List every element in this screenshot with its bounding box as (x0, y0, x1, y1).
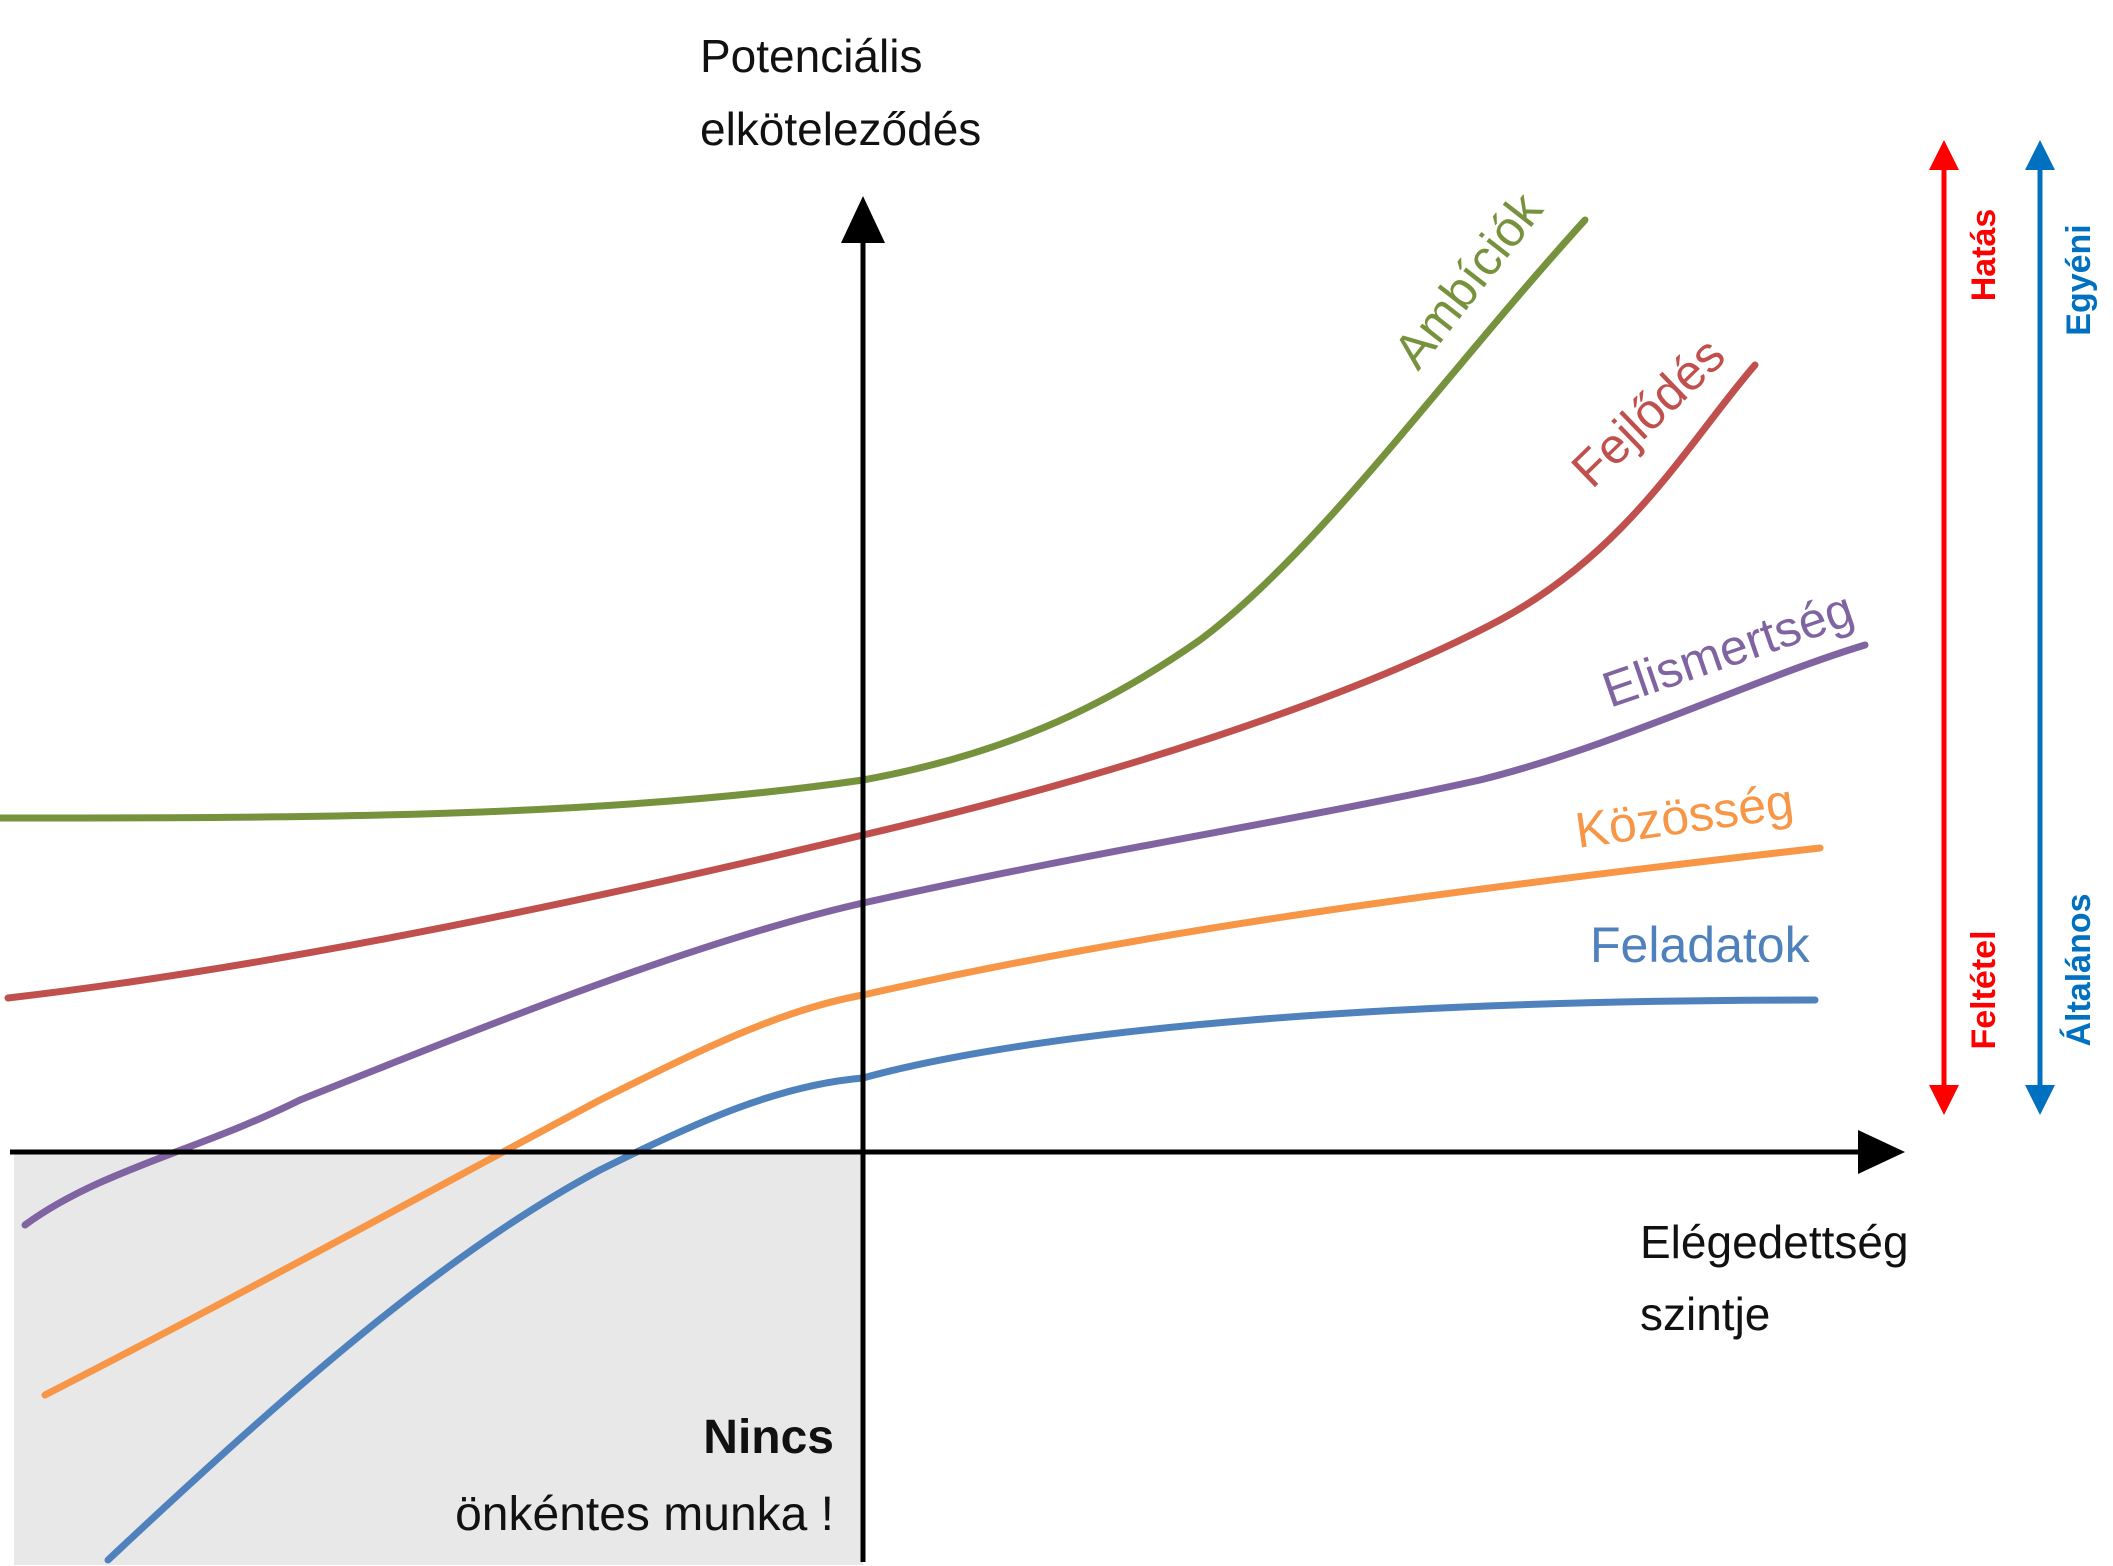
no-volunteering-region (14, 1150, 863, 1565)
x-axis-label-line2: szintje (1640, 1288, 1770, 1340)
curve-ambiciok (0, 216, 1589, 822)
y-axis-arrowhead (841, 196, 885, 243)
x-axis-arrowhead (1858, 1130, 1905, 1174)
label-kozosseg: Közösség (1572, 773, 1797, 859)
curve-kozosseg (41, 844, 1824, 1399)
label-egyeni: Egyéni (2060, 224, 2098, 335)
curve-feladatok (104, 996, 1819, 1564)
x-axis-label-line1: Elégedettség (1640, 1216, 1909, 1268)
note-bold: Nincs (703, 1411, 834, 1464)
y-axis-label-line1: Potenciális (700, 30, 922, 82)
label-feltetel: Feltétel (1965, 930, 2003, 1049)
note-text: önkéntes munka ! (455, 1488, 834, 1541)
label-altalanos: Általános (2060, 893, 2098, 1046)
curve-elismertseg (21, 641, 1869, 1229)
label-fejlodes: Fejlődés (1561, 326, 1736, 498)
y-axis-label-line2: elköteleződés (700, 103, 981, 155)
label-feladatok: Feladatok (1590, 917, 1811, 973)
label-hatas: Hatás (1965, 209, 2003, 302)
curve-fejlodes (4, 361, 1759, 1002)
